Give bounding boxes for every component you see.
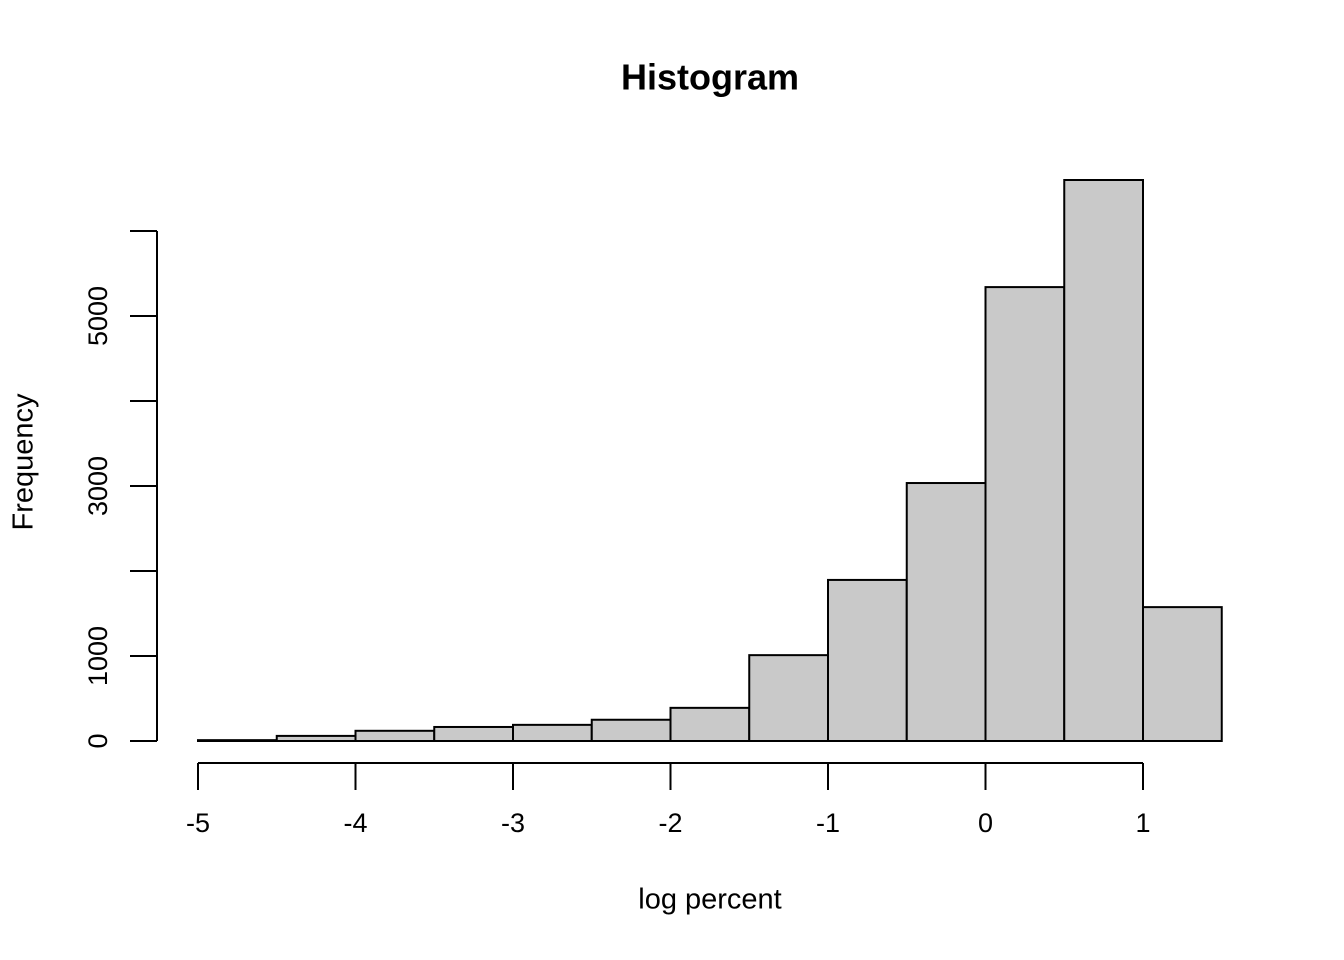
- y-axis-label: Frequency: [8, 393, 40, 531]
- bar: [984, 286, 1066, 742]
- x-tick-label: 1: [1135, 808, 1150, 838]
- bar: [354, 729, 436, 742]
- x-axis-label: log percent: [638, 884, 782, 916]
- bar: [905, 482, 987, 742]
- x-tick-label: -5: [186, 808, 210, 838]
- bar: [512, 723, 593, 742]
- bar: [433, 725, 514, 742]
- y-tick-label: 1000: [83, 626, 113, 686]
- x-tick-label: 0: [978, 808, 993, 838]
- chart-title: Histogram: [621, 57, 799, 98]
- bar: [275, 734, 357, 743]
- bar: [1063, 179, 1144, 742]
- x-tick-label: -1: [816, 808, 840, 838]
- bar: [1142, 606, 1223, 742]
- x-tick-label: -3: [501, 808, 525, 838]
- x-tick-label: -2: [658, 808, 682, 838]
- y-tick-label: 5000: [83, 286, 113, 346]
- bar: [827, 578, 908, 742]
- y-tick-label: 3000: [83, 456, 113, 516]
- bar: [590, 718, 672, 742]
- bar: [748, 654, 829, 743]
- x-tick-label: -4: [343, 808, 367, 838]
- bar: [197, 739, 278, 743]
- bar: [669, 706, 751, 742]
- y-tick-label: 0: [83, 733, 113, 748]
